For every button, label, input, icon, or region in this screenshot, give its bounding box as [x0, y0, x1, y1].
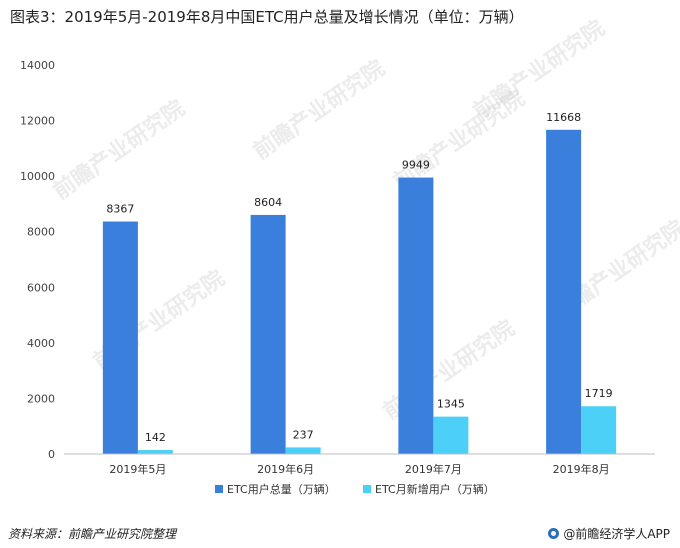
- y-tick-label: 12000: [20, 115, 55, 128]
- bars: 8367 142 8604 237 9949 1345 11668 1719: [102, 111, 617, 455]
- bar-new: [137, 450, 173, 454]
- data-label: 1719: [585, 387, 613, 400]
- y-axis: 0 2000 4000 6000 8000 10000 12000 14000: [20, 59, 55, 461]
- data-label: 8604: [254, 196, 282, 209]
- data-label: 237: [293, 428, 314, 441]
- y-tick-label: 8000: [27, 226, 55, 239]
- brand-credit: @前瞻经济学人APP: [548, 525, 670, 542]
- watermark-text: 前瞻产业研究院: [49, 95, 190, 205]
- y-tick-label: 0: [48, 448, 55, 461]
- bar-new: [581, 406, 617, 454]
- x-tick-label: 2019年8月: [553, 462, 610, 476]
- source-note: 资料来源：前瞻产业研究院整理: [8, 527, 177, 541]
- legend: ETC用户总量（万辆） ETC月新增用户（万辆）: [215, 482, 495, 496]
- x-axis: 2019年5月 2019年6月 2019年7月 2019年8月: [64, 453, 655, 476]
- y-tick-label: 2000: [27, 392, 55, 405]
- legend-label: ETC月新增用户（万辆）: [375, 482, 495, 496]
- watermark-text: 前瞻产业研究院: [469, 15, 610, 125]
- x-tick-label: 2019年6月: [257, 462, 314, 476]
- bar-total: [102, 221, 138, 454]
- y-tick-label: 10000: [20, 170, 55, 183]
- brand-text: @前瞻经济学人APP: [563, 527, 670, 541]
- data-label: 11668: [546, 111, 581, 124]
- x-tick-label: 2019年7月: [405, 462, 462, 476]
- y-tick-label: 6000: [27, 281, 55, 294]
- bar-total: [398, 177, 434, 454]
- data-label: 1345: [437, 398, 465, 411]
- data-label: 9949: [402, 159, 430, 172]
- data-label: 8367: [106, 203, 134, 216]
- brand-logo-icon: [548, 528, 560, 539]
- y-tick-label: 14000: [20, 59, 55, 72]
- bar-total: [250, 214, 286, 454]
- bar-new: [433, 416, 469, 454]
- data-label: 142: [145, 431, 166, 444]
- watermark-text: 前瞻产业研究院: [249, 55, 390, 165]
- bar-new: [285, 447, 321, 454]
- legend-swatch: [215, 485, 223, 493]
- legend-swatch: [363, 485, 371, 493]
- y-tick-label: 4000: [27, 337, 55, 350]
- x-tick-label: 2019年5月: [109, 462, 166, 476]
- bar-total: [546, 129, 582, 455]
- legend-label: ETC用户总量（万辆）: [227, 482, 336, 496]
- chart-title: 图表3：2019年5月-2019年8月中国ETC用户总量及增长情况（单位：万辆）: [10, 8, 524, 26]
